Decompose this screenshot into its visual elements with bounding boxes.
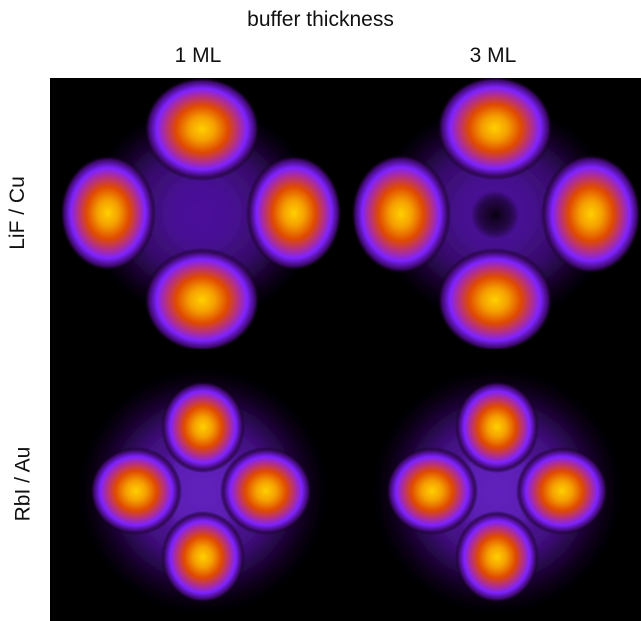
panel-lif-cu-3ml [345,78,641,349]
lobe-left [90,447,182,535]
image-grid [50,78,641,621]
lobe-left [351,154,451,274]
lobe-bottom [455,511,539,603]
lobe-right [516,447,608,535]
panel-rbi-au-3ml [345,350,641,621]
lobe-bottom [144,248,260,349]
column-label-1ml: 1 ML [174,44,222,67]
orbital-image [345,78,641,349]
row-label-rbi-au: RbI / Au [11,446,35,522]
row-label-lif-cu: LiF / Cu [5,176,29,250]
lobe-top [161,381,245,473]
lobe-left [386,447,478,535]
lobe-top [437,78,553,180]
column-label-3ml: 3 ML [469,44,517,67]
axis-title-buffer-thickness: buffer thickness [247,8,394,31]
orbital-image [50,350,346,621]
lobe-top [455,381,539,473]
panel-rbi-au-1ml [50,350,346,621]
lobe-right [246,155,342,271]
lobe-right [541,154,641,274]
lobe-top [144,78,260,181]
orbital-image [345,350,641,621]
lobe-bottom [437,248,553,349]
lobe-right [220,447,312,535]
panel-lif-cu-1ml [50,78,346,349]
lobe-bottom [161,511,245,603]
orbital-image [50,78,346,349]
lobe-left [60,155,156,271]
dark-center [471,191,519,239]
